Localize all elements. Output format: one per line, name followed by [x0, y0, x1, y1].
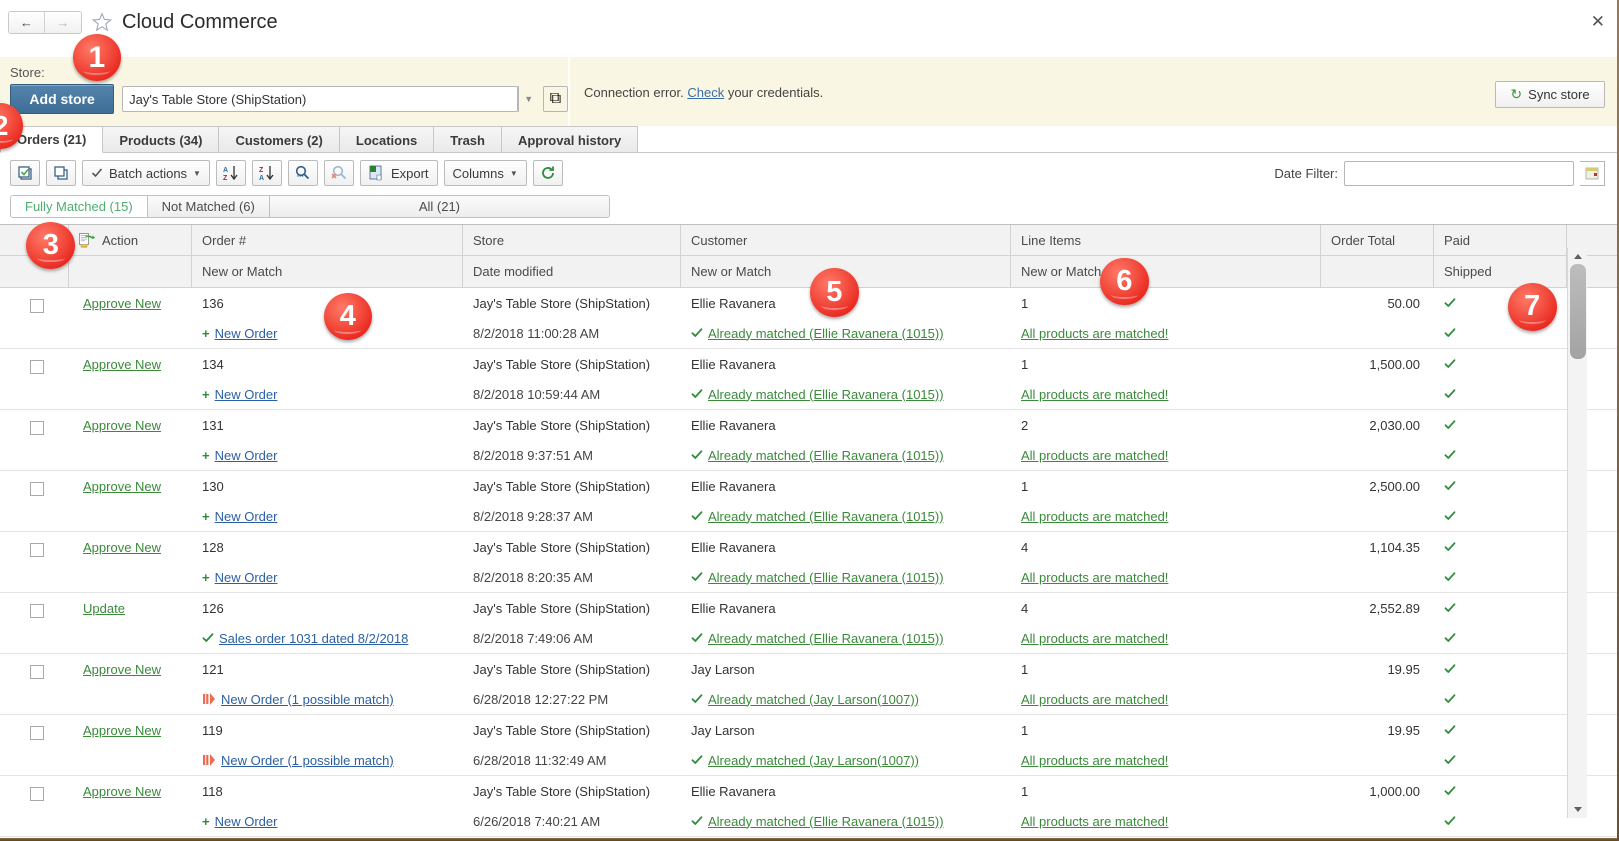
- svg-text:Z: Z: [259, 167, 264, 174]
- svg-text:Z: Z: [223, 175, 228, 182]
- svg-text:A: A: [223, 167, 228, 174]
- svg-text:A: A: [259, 175, 264, 182]
